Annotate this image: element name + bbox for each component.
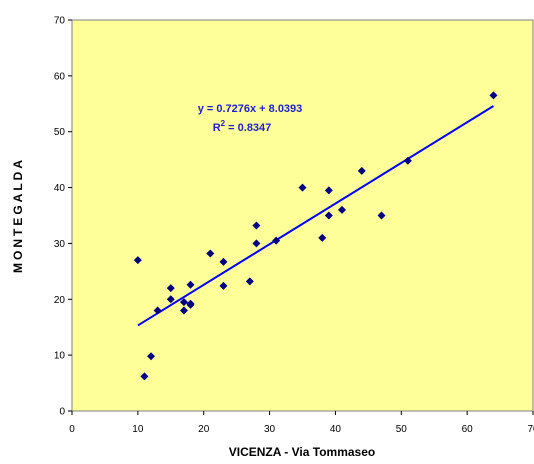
data-point [272, 236, 281, 245]
r-squared-label: R2 = 0.8347 [213, 119, 272, 134]
data-point [219, 257, 228, 266]
x-tick-label: 40 [330, 424, 342, 435]
y-tick-label: 0 [59, 407, 65, 418]
y-tick-label: 60 [54, 71, 66, 82]
data-point [219, 281, 228, 290]
x-tick-label: 10 [132, 424, 144, 435]
data-point [140, 372, 149, 381]
data-point [318, 233, 327, 242]
data-point [252, 239, 261, 248]
y-tick-label: 20 [54, 295, 66, 306]
data-point [133, 256, 142, 265]
data-point [186, 300, 195, 309]
x-tick-label: 50 [396, 424, 408, 435]
x-tick-label: 20 [198, 424, 210, 435]
data-point [153, 306, 162, 315]
x-tick-label: 70 [527, 424, 534, 435]
data-point [298, 183, 307, 192]
data-point [245, 277, 254, 286]
y-tick-label: 40 [54, 183, 66, 194]
x-tick-label: 30 [264, 424, 276, 435]
data-point [252, 221, 261, 230]
data-point [206, 249, 215, 258]
y-tick-label: 50 [54, 127, 66, 138]
data-point [186, 280, 195, 289]
trendline-equation: y = 0.7276x + 8.0393 [198, 103, 303, 115]
data-point [179, 306, 188, 315]
y-axis: 0 10 20 30 40 50 60 70 [54, 16, 72, 418]
y-axis-title: MONTEGALDA [11, 157, 25, 273]
data-point [324, 186, 333, 195]
x-tick-label: 0 [69, 424, 75, 435]
y-tick-label: 70 [54, 16, 66, 27]
data-point [338, 205, 347, 214]
x-axis: 0 10 20 30 40 50 60 70 [69, 411, 534, 435]
data-points [133, 91, 498, 381]
data-point [324, 211, 333, 220]
plot-area [71, 19, 534, 412]
x-axis-title: VICENZA - Via Tommaseo [229, 445, 375, 459]
data-point [357, 166, 366, 175]
trendline [137, 105, 495, 327]
y-tick-label: 10 [54, 351, 66, 362]
data-point [377, 211, 386, 220]
data-point [166, 284, 175, 293]
x-tick-label: 60 [462, 424, 474, 435]
data-point [166, 295, 175, 304]
y-tick-label: 30 [54, 239, 66, 250]
data-point [403, 156, 412, 165]
data-point [489, 91, 498, 100]
data-point [179, 298, 188, 307]
data-point [147, 352, 156, 361]
